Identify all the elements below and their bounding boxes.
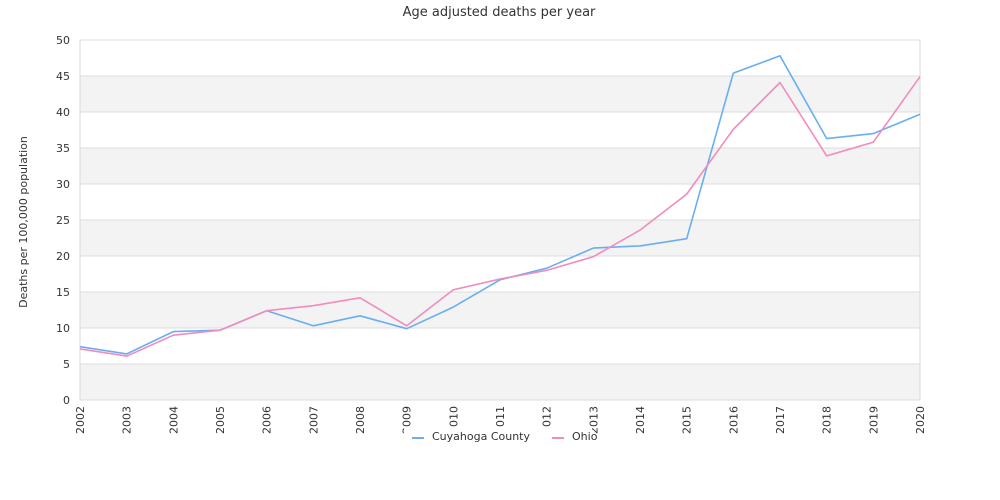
x-tick-label: 2011 (494, 406, 507, 434)
y-tick-label: 40 (56, 106, 70, 119)
x-tick-label: 2020 (914, 406, 927, 434)
x-tick-label: 2007 (307, 406, 320, 434)
x-tick-label: 2015 (681, 406, 694, 434)
y-tick-label: 50 (56, 34, 70, 47)
x-tick-label: 2014 (634, 406, 647, 434)
legend-label-cuyahoga-county: Cuyahoga County (432, 430, 530, 443)
x-tick-label: 2004 (167, 406, 180, 434)
y-tick-label: 35 (56, 142, 70, 155)
y-tick-label: 20 (56, 250, 70, 263)
grid-band (80, 148, 920, 184)
x-tick-label: 2009 (401, 406, 414, 434)
grid-band (80, 364, 920, 400)
x-tick-label: 2006 (261, 406, 274, 434)
y-tick-label: 30 (56, 178, 70, 191)
x-tick-label: 2017 (774, 406, 787, 434)
y-axis-label: Deaths per 100,000 population (17, 136, 30, 308)
x-tick-label: 2005 (214, 406, 227, 434)
x-tick-label: 2019 (867, 406, 880, 434)
series-line-ohio (79, 76, 921, 357)
x-tick-label: 2010 (447, 406, 460, 434)
y-tick-label: 45 (56, 70, 70, 83)
grid-band (80, 292, 920, 328)
grid-band (80, 220, 920, 256)
y-tick-label: 25 (56, 214, 70, 227)
x-tick-label: 2003 (121, 406, 134, 434)
chart-title: Age adjusted deaths per year (403, 5, 596, 20)
legend-label-ohio: Ohio (572, 430, 598, 443)
y-tick-label: 0 (63, 394, 70, 407)
x-tick-label: 2012 (541, 406, 554, 434)
x-tick-label: 2002 (74, 406, 87, 434)
y-tick-label: 10 (56, 322, 70, 335)
x-tick-label: 2018 (821, 406, 834, 434)
x-tick-label: 2016 (727, 406, 740, 434)
y-tick-label: 5 (63, 358, 70, 371)
x-tick-label: 2008 (354, 406, 367, 434)
legend-background (404, 428, 592, 446)
x-tick-label: 2013 (587, 406, 600, 434)
y-tick-label: 15 (56, 286, 70, 299)
